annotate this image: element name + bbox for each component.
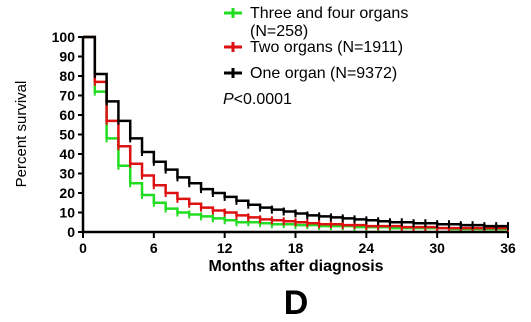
x-tick-label-36: 36: [500, 240, 516, 256]
y-tick-label-10: 10: [59, 205, 75, 221]
p-value-symbol: P: [223, 91, 234, 108]
y-tick-label-80: 80: [59, 68, 75, 84]
y-tick-label-100: 100: [52, 29, 76, 45]
legend: Three and four organs (N=258) Two organs…: [224, 5, 408, 82]
legend-item-two-organs: Two organs (N=1911): [224, 39, 403, 56]
y-tick-label-20: 20: [59, 185, 75, 201]
x-tick-label-18: 18: [288, 240, 304, 256]
y-tick-label-40: 40: [59, 146, 75, 162]
x-tick-label-6: 6: [150, 240, 158, 256]
plot-area: 0 10 20 30 40 50 60 70 80 90 100 0 6 12 18 24 30 36: [52, 29, 516, 256]
y-tick-label-30: 30: [59, 166, 75, 182]
y-tick-label-90: 90: [59, 49, 75, 65]
panel-label: D: [284, 284, 309, 322]
legend-item-three-four-organs: Three and four organs (N=258): [224, 5, 408, 40]
legend-label-two-organs: Two organs (N=1911): [250, 39, 403, 56]
x-axis-title: Months after diagnosis: [208, 258, 383, 275]
x-tick-label-24: 24: [359, 240, 375, 256]
p-value-text: <0.0001: [234, 91, 292, 108]
y-tick-label-0: 0: [67, 224, 75, 240]
legend-label-one-organ: One organ (N=9372): [250, 65, 397, 82]
x-tick-label-12: 12: [217, 240, 233, 256]
series-layer: [83, 35, 509, 234]
y-tick-label-70: 70: [59, 88, 75, 104]
x-tick-label-0: 0: [79, 240, 87, 256]
y-tick-label-50: 50: [59, 127, 75, 143]
x-axis-ticks: 0 6 12 18 24 30 36: [79, 232, 516, 256]
legend-label-three-four-organs-n: (N=258): [250, 23, 308, 40]
legend-item-one-organ: One organ (N=9372): [224, 65, 397, 82]
y-axis-title: Percent survival: [13, 81, 30, 188]
y-axis-ticks: 0 10 20 30 40 50 60 70 80 90 100: [52, 29, 83, 240]
p-value-annotation: P<0.0001: [223, 91, 292, 108]
y-tick-label-60: 60: [59, 107, 75, 123]
legend-label-three-four-organs: Three and four organs: [250, 5, 408, 22]
x-tick-label-30: 30: [429, 240, 445, 256]
